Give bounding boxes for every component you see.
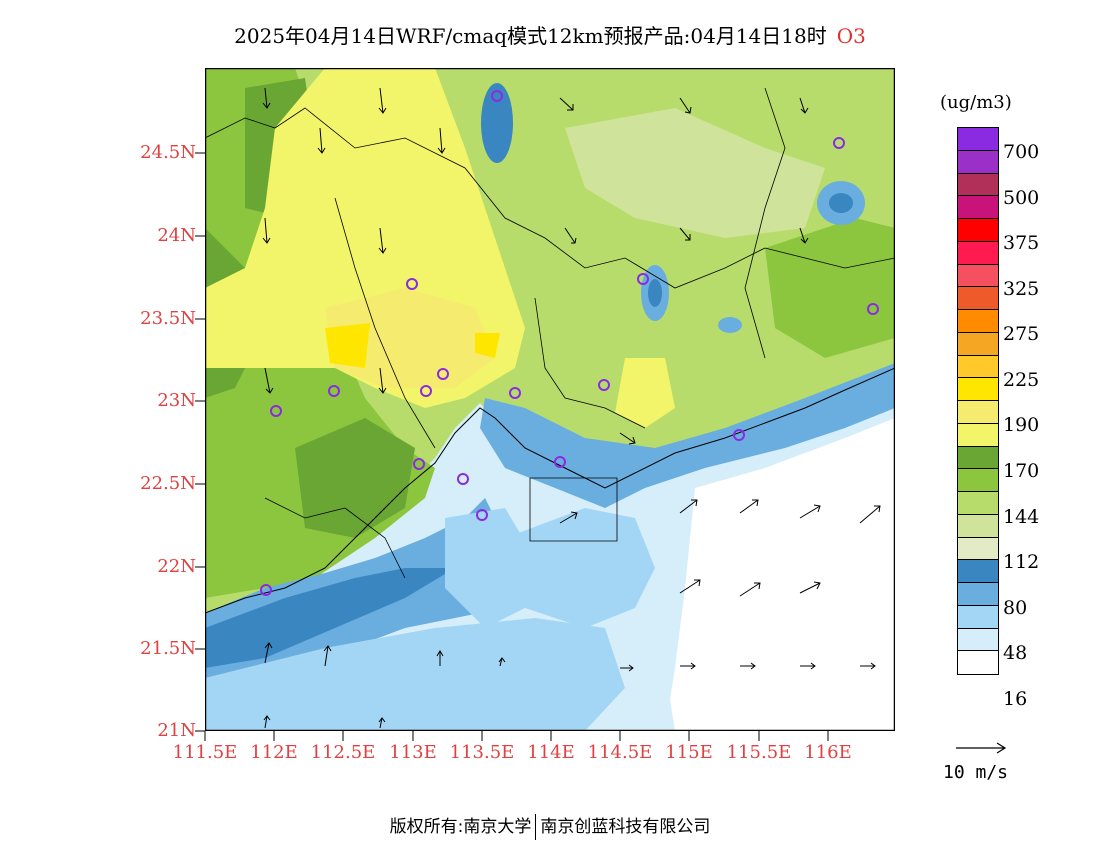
- x-tick-label: 115.5E: [726, 742, 792, 763]
- x-tick-label: 116E: [804, 742, 852, 763]
- legend-label: 325: [1003, 278, 1040, 300]
- x-tick-label: 113.5E: [449, 742, 515, 763]
- y-tick-label: 24N: [157, 225, 196, 246]
- legend-label: 700: [1003, 141, 1040, 163]
- title-text: 2025年04月14日WRF/cmaq模式12km预报产品:04月14日18时: [234, 24, 827, 48]
- y-tick-label: 23.5N: [140, 308, 196, 329]
- colorbar-segment: [958, 537, 998, 561]
- colorbar-segment: [958, 378, 998, 401]
- y-tick-label: 24.5N: [140, 142, 196, 163]
- coastal-band: [480, 363, 895, 508]
- reference-vector-label: 10 m/s: [943, 762, 1009, 783]
- legend-unit: (ug/m3): [940, 92, 1012, 113]
- legend-label: 16: [1003, 688, 1028, 710]
- colorbar-segment: [958, 173, 998, 197]
- colorbar-segment: [958, 310, 998, 333]
- legend-label: 375: [1003, 232, 1040, 254]
- colorbar-segment: [958, 332, 998, 356]
- footer-divider: [535, 814, 537, 840]
- colorbar-segment: [958, 583, 998, 606]
- colorbar-segment: [958, 355, 998, 379]
- colorbar-segment: [958, 196, 998, 219]
- colorbar-segment: [958, 241, 998, 265]
- legend-label: 275: [1003, 323, 1040, 345]
- colorbar-segment: [958, 446, 998, 470]
- colorbar-segment: [958, 492, 998, 515]
- y-tick-label: 23N: [157, 390, 196, 411]
- legend-label: 48: [1003, 642, 1028, 664]
- legend-label: 190: [1003, 414, 1040, 436]
- colorbar-segment: [958, 628, 998, 652]
- org-name: 南京创蓝科技有限公司: [540, 817, 711, 837]
- colorbar-segment: [958, 651, 998, 674]
- colorbar-segment: [958, 150, 998, 174]
- axis-ticks: [195, 152, 829, 741]
- legend-label: 225: [1003, 369, 1040, 391]
- x-tick-label: 112E: [250, 742, 298, 763]
- colorbar-segment: [958, 219, 998, 242]
- wind-vectors: [262, 87, 881, 729]
- colorbar-segment: [958, 264, 998, 288]
- x-tick-label: 111.5E: [172, 742, 238, 763]
- colorbar-segment: [958, 423, 998, 447]
- colorbar-segment: [958, 605, 998, 629]
- x-tick-label: 112.5E: [310, 742, 376, 763]
- x-tick-label: 114.5E: [587, 742, 653, 763]
- legend-label: 144: [1003, 506, 1040, 528]
- colorbar-segment: [958, 560, 998, 583]
- map-canvas: [205, 68, 895, 731]
- legend-label: 112: [1003, 551, 1040, 573]
- colorbar-segment: [958, 469, 998, 492]
- species-label: O3: [836, 24, 866, 48]
- colorbar-segment: [958, 401, 998, 424]
- coastline: [205, 367, 895, 614]
- y-tick-label: 21.5N: [140, 638, 196, 659]
- colorbar-segment: [958, 514, 998, 538]
- y-tick-label: 22.5N: [140, 473, 196, 494]
- copyright-label: 版权所有:南京大学: [389, 817, 532, 837]
- reference-vector-icon: [956, 742, 1007, 754]
- x-tick-label: 114E: [527, 742, 575, 763]
- colorbar-segment: [958, 128, 998, 151]
- legend-label: 80: [1003, 597, 1028, 619]
- legend-label: 500: [1003, 187, 1040, 209]
- y-tick-label: 22N: [157, 556, 196, 577]
- colorbar-segment: [958, 287, 998, 310]
- copyright-footer: 版权所有:南京大学 南京创蓝科技有限公司: [0, 812, 1100, 840]
- y-tick-label: 21N: [157, 720, 196, 741]
- x-tick-label: 113E: [389, 742, 437, 763]
- colorbar: [957, 127, 999, 675]
- legend-label: 170: [1003, 460, 1040, 482]
- page-title: 2025年04月14日WRF/cmaq模式12km预报产品:04月14日18时 O…: [0, 20, 1100, 49]
- x-tick-label: 115E: [665, 742, 713, 763]
